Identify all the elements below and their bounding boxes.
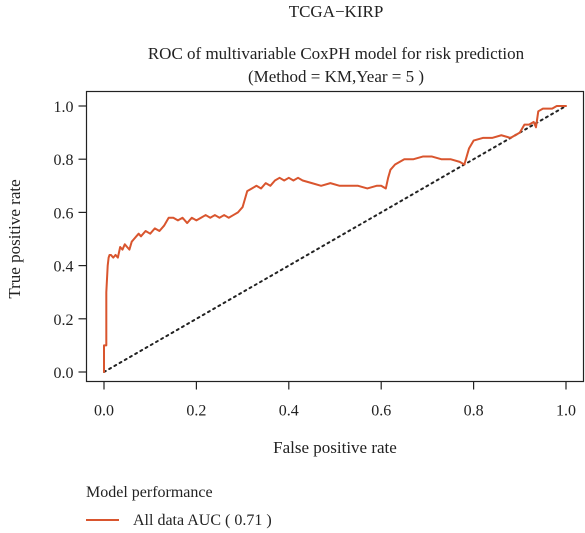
x-tick-label-5: 1.0 [556,403,576,420]
x-axis: 0.0 0.2 0.4 0.6 0.8 1.0 [94,381,576,420]
chart-supertitle: TCGA−KIRP [289,2,384,21]
y-axis: 0.0 0.2 0.4 0.6 0.8 1.0 [54,99,87,382]
chart-subtitle: (Method = KM,Year = 5 ) [248,67,424,86]
legend-label-all-data: All data AUC ( 0.71 ) [133,512,272,529]
legend-title: Model performance [86,484,213,501]
x-tick-label-2: 0.4 [279,403,299,420]
y-axis-title: True positive rate [5,179,24,298]
y-tick-label-5: 1.0 [54,99,74,116]
chart-title: ROC of multivariable CoxPH model for ris… [148,44,525,63]
plot-layer [103,105,567,373]
y-tick-label-0: 0.0 [54,365,74,382]
reference-diagonal-line [103,105,567,373]
plot-frame [85,90,585,383]
y-tick-label-1: 0.2 [54,312,74,329]
x-tick-label-4: 0.8 [464,403,484,420]
roc-curve-series-0 [103,105,567,373]
x-tick-label-3: 0.6 [371,403,391,420]
y-tick-label-4: 0.8 [54,152,74,169]
y-tick-label-3: 0.6 [54,205,74,222]
x-axis-title: False positive rate [273,438,397,457]
y-tick-label-2: 0.4 [54,259,74,276]
x-tick-label-0: 0.0 [94,403,114,420]
x-tick-label-1: 0.2 [186,403,206,420]
